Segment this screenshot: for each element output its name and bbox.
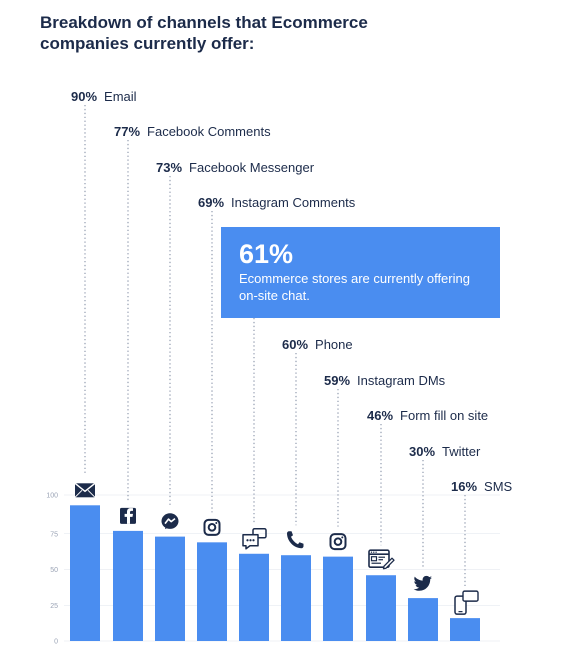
data-label-value: 16%	[451, 479, 477, 494]
data-label: 90% Email	[71, 89, 137, 104]
data-label-value: 69%	[198, 195, 224, 210]
messenger-icon	[161, 513, 179, 530]
y-tick-label: 100	[46, 493, 58, 500]
bar	[323, 556, 353, 641]
bar	[197, 542, 227, 641]
data-label-category: Facebook Messenger	[189, 160, 315, 175]
data-label-value: 77%	[114, 124, 140, 139]
data-label-value: 60%	[282, 337, 308, 352]
data-label-value: 30%	[409, 444, 435, 459]
data-label-category: Twitter	[442, 444, 481, 459]
bar	[239, 553, 269, 641]
data-label: 60% Phone	[282, 337, 353, 352]
form-icon	[368, 549, 395, 570]
data-label-value: 59%	[324, 373, 350, 388]
data-label: 77% Facebook Comments	[114, 124, 271, 139]
data-label-category: Instagram DMs	[357, 373, 446, 388]
bar	[281, 555, 311, 641]
data-label-category: Phone	[315, 337, 353, 352]
bar	[70, 505, 100, 641]
bar	[113, 530, 143, 641]
data-label: 16% SMS	[451, 479, 513, 494]
data-label-category: Email	[104, 89, 137, 104]
data-label-value: 46%	[367, 408, 393, 423]
data-label-value: 90%	[71, 89, 97, 104]
sms-icon	[454, 590, 479, 615]
data-label-category: Facebook Comments	[147, 124, 271, 139]
data-label-category: Instagram Comments	[231, 195, 356, 210]
y-tick-label: 50	[50, 567, 58, 574]
data-label: 69% Instagram Comments	[198, 195, 356, 210]
bar	[450, 618, 480, 641]
instagram-icon	[329, 533, 347, 551]
phone-24-icon	[287, 531, 304, 549]
y-tick-label: 25	[50, 603, 58, 610]
mail-icon	[74, 482, 96, 498]
callout-value: 61%	[239, 239, 294, 269]
y-tick-label: 0	[54, 639, 58, 646]
instagram-icon	[203, 518, 221, 536]
data-label: 30% Twitter	[409, 444, 481, 459]
twitter-icon	[413, 575, 432, 591]
data-label: 73% Facebook Messenger	[156, 160, 315, 175]
bar	[366, 575, 396, 641]
data-label-value: 73%	[156, 160, 182, 175]
data-label: 46% Form fill on site	[367, 408, 488, 423]
y-tick-label: 75	[50, 531, 58, 538]
data-label: 59% Instagram DMs	[324, 373, 446, 388]
callout-text: Ecommerce stores are currently offering …	[239, 271, 470, 303]
data-label-category: Form fill on site	[400, 408, 488, 423]
chat-bubble-icon	[242, 528, 267, 550]
facebook-icon	[120, 507, 136, 524]
bar	[155, 536, 185, 641]
data-label-category: SMS	[484, 479, 513, 494]
on-site-chat-callout: 61% Ecommerce stores are currently offer…	[221, 227, 500, 318]
bar	[408, 598, 438, 641]
chart-title: Breakdown of channels that Ecommerce com…	[40, 13, 368, 53]
